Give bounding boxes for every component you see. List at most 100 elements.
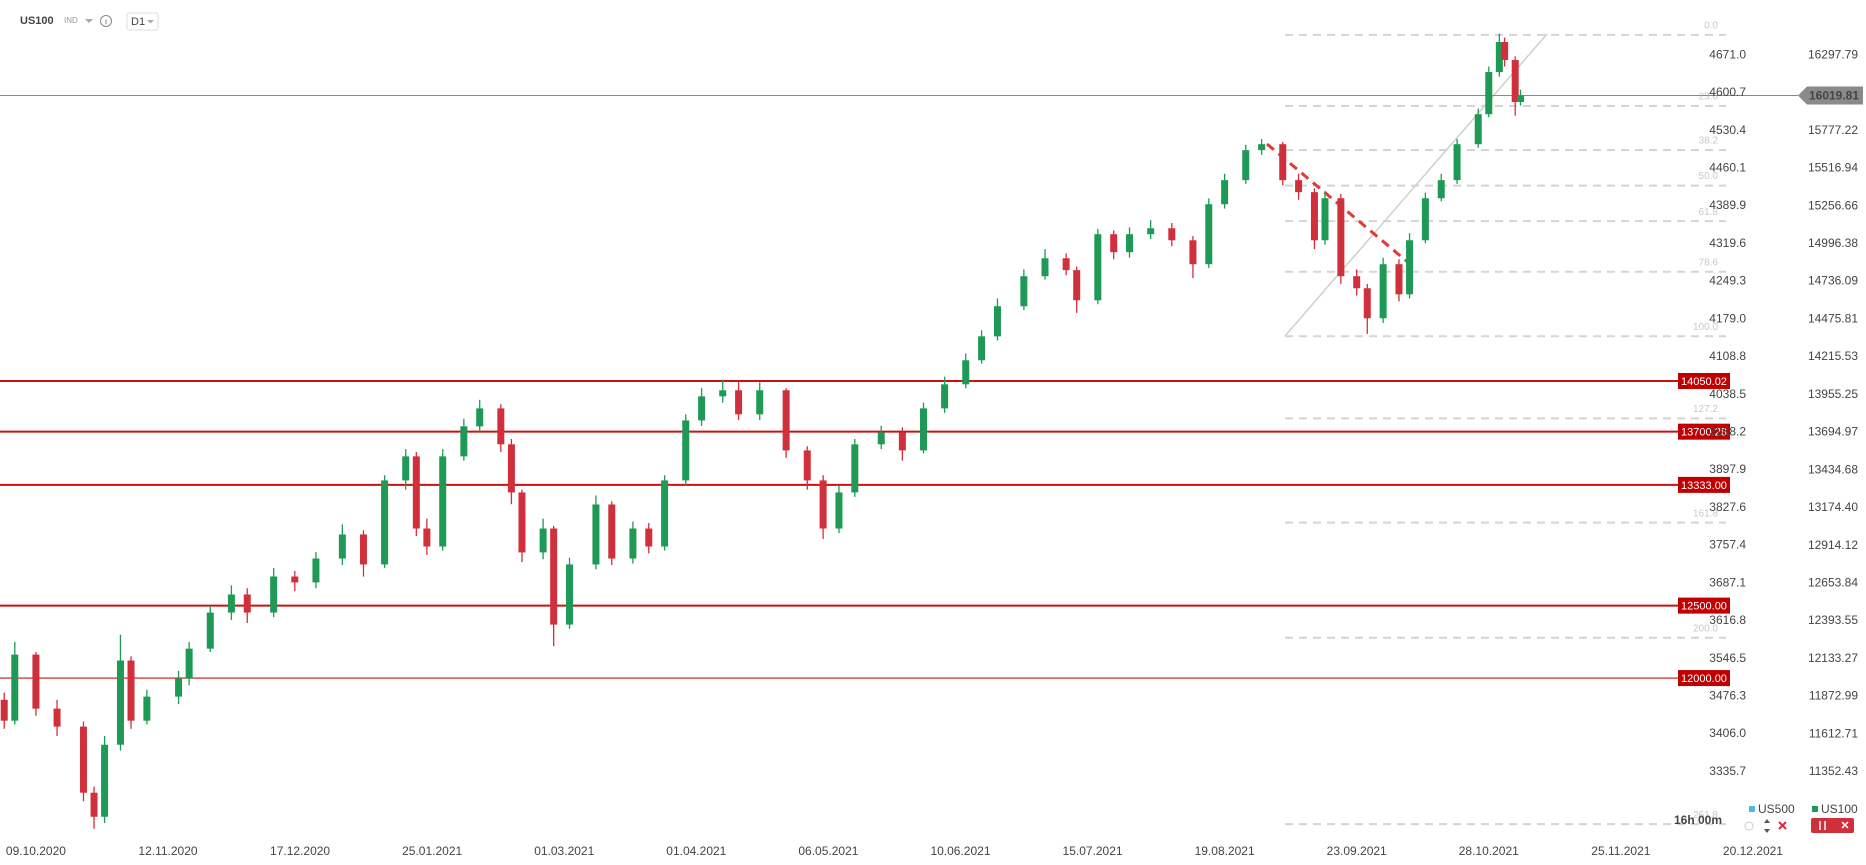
candle-body [1279,144,1287,181]
fib-label: 23.6 [1699,92,1719,103]
candle-body [460,426,468,457]
candle-body [11,654,19,721]
symbol-dropdown[interactable] [85,19,93,23]
y2-tick-label: 4319.6 [1709,236,1746,250]
y-tick-label: 15777.22 [1808,123,1858,137]
legend-label: US100 [1821,802,1858,816]
y-tick-label: 15256.66 [1808,198,1858,212]
y-tick-label: 14736.09 [1808,274,1858,288]
y-tick-label: 15516.94 [1808,161,1858,175]
candle-body [1337,198,1345,277]
candle-body [32,654,40,709]
candle-body [1041,258,1049,277]
candle-body [719,390,727,397]
legend-swatch [1812,806,1818,812]
interval-caret [147,20,154,24]
level-label: 14050.02 [1681,376,1727,388]
candle-body [79,726,87,793]
y2-tick-label: 3687.1 [1709,575,1746,589]
candle-body [206,612,214,649]
x-tick-label: 28.10.2021 [1459,844,1519,858]
level-label: 13333.00 [1681,480,1727,492]
candle-body [185,648,193,679]
candle-body [645,528,653,547]
eye-icon[interactable] [1744,821,1754,831]
candle-body [819,480,827,529]
candle-body [291,576,299,583]
y2-tick-label: 4530.4 [1709,123,1746,137]
y2-tick-label: 3335.7 [1709,764,1746,778]
candle-body [1189,240,1197,265]
candle-body [1310,192,1318,241]
candle-body [539,528,547,553]
y-tick-label: 16297.79 [1808,47,1858,61]
candle-body [497,408,505,445]
x-tick-label: 12.11.2020 [138,844,197,858]
candle-body [53,708,61,727]
interval-dropdown[interactable] [126,12,159,31]
candle-body [1295,180,1303,193]
countdown: 16h 00m [1674,813,1722,827]
candle-body [381,480,389,565]
candle-body [919,408,927,451]
y2-tick-label: 4600.7 [1709,85,1746,99]
y-tick-label: 13955.25 [1808,387,1858,401]
candle-body [550,528,558,625]
candle-body [1242,150,1250,181]
candle-body [476,408,484,427]
candle-body [439,456,447,547]
candle-body [1073,270,1081,301]
candle-body [402,456,410,481]
candle-body [877,432,885,445]
x-tick-label: 15.07.2021 [1063,844,1123,858]
x-tick-label: 01.03.2021 [534,844,594,858]
candle-body [682,420,690,481]
candle-body [1126,234,1134,253]
candle-body [423,528,431,547]
y-tick-label: 11612.71 [1809,726,1858,740]
candle-body [1485,72,1493,115]
current-price-tag [1798,86,1863,105]
y2-tick-label: 3897.9 [1709,462,1746,476]
legend-label: US500 [1758,802,1795,816]
candle-body [1094,234,1102,301]
y2-tick-label: 4671.0 [1709,47,1746,61]
candle-body [592,504,600,565]
candle-body [835,492,843,529]
y2-tick-label: 3546.5 [1709,651,1746,665]
candle-body [127,660,135,721]
info-icon[interactable] [100,15,112,27]
x-tick-label: 10.06.2021 [930,844,990,858]
candle-body [782,390,790,451]
y-tick-label: 12133.27 [1808,651,1858,665]
interval[interactable]: D1 [131,16,145,28]
candle-body [1395,264,1403,295]
x-tick-label: 01.04.2021 [666,844,726,858]
symbol[interactable]: US100 [20,15,54,27]
candle-body [1168,228,1176,241]
y-tick-label: 13174.40 [1808,500,1858,514]
sort-icon[interactable] [1764,819,1770,833]
level-label: 13700.28 [1681,427,1727,439]
indicator-controls[interactable] [1811,818,1854,833]
close-icon[interactable] [1778,821,1787,830]
y-tick-label: 13694.97 [1808,425,1858,439]
candle-body [507,444,515,493]
candle-body [1363,288,1371,319]
candle-body [101,744,109,817]
level-label-box [1678,597,1730,614]
trend-channel-line [1284,33,1548,337]
y2-tick-label: 3616.8 [1709,613,1746,627]
candle-body [116,660,124,745]
candle-body [1147,228,1155,235]
fib-label: 100.0 [1693,322,1718,333]
level-label: 12000.00 [1681,673,1727,685]
candle-body [851,444,859,493]
candle-body [898,432,906,451]
candle-body [1474,114,1482,145]
instrument-type: IND [64,16,78,25]
y2-tick-label: 3968.2 [1709,424,1746,438]
candle-body [1406,240,1414,295]
